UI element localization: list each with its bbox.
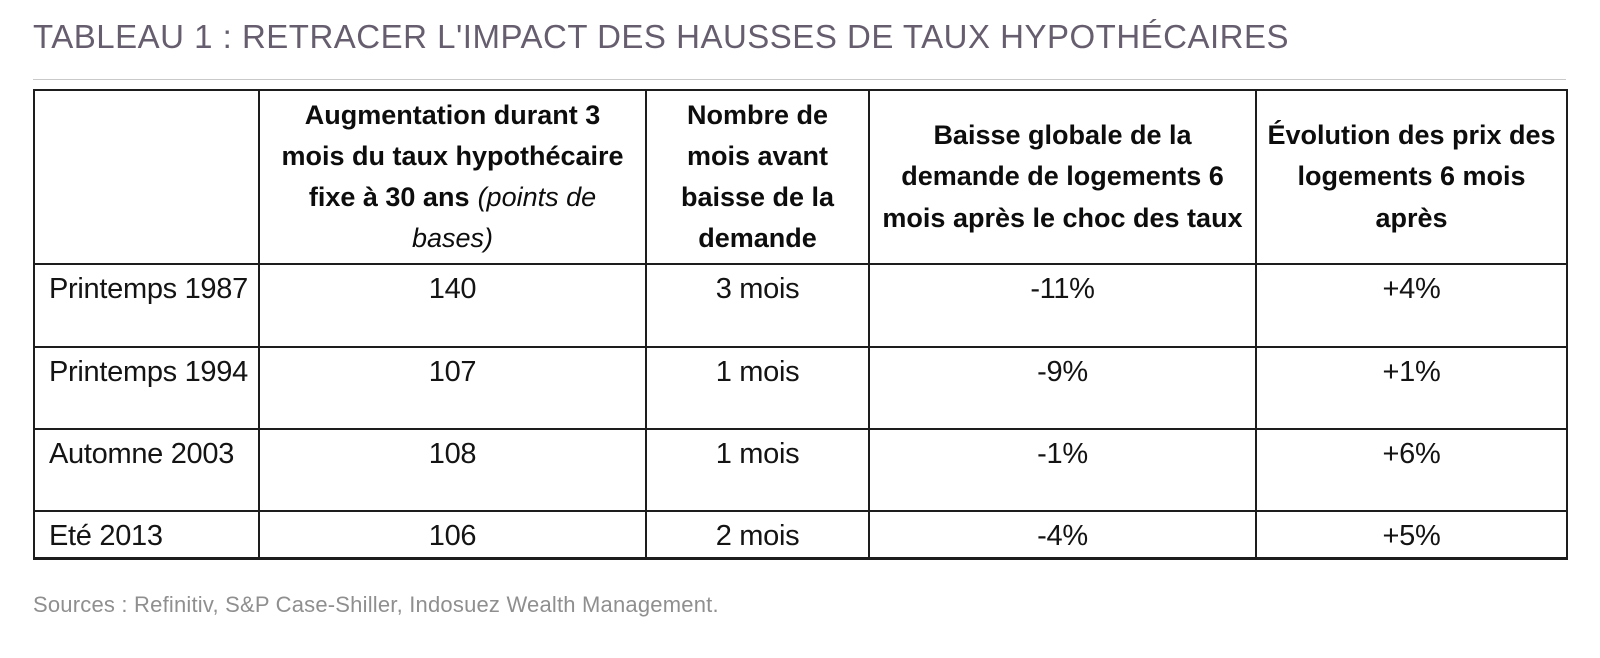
header-months-before-drop: Nombre de mois avant baisse de la demand… <box>645 88 870 266</box>
rate-increase-cell: 140 <box>258 263 647 349</box>
demand-drop-cell: -9% <box>868 346 1257 431</box>
price-change-cell: +1% <box>1255 346 1568 431</box>
price-change-cell: +6% <box>1255 428 1568 513</box>
period-cell: Printemps 1987 <box>33 263 260 349</box>
rate-increase-cell: 106 <box>258 510 647 560</box>
demand-drop-cell: -4% <box>868 510 1257 560</box>
demand-drop-cell: -11% <box>868 263 1257 349</box>
header-rate-increase-label: Augmentation durant 3 mois du taux hypot… <box>281 99 624 212</box>
table-row-printemps-1987: Printemps 1987 140 3 mois -11% +4% <box>33 263 1568 349</box>
header-period <box>33 88 260 266</box>
header-rate-increase: Augmentation durant 3 mois du taux hypot… <box>258 88 647 266</box>
table-row-printemps-1994: Printemps 1994 107 1 mois -9% +1% <box>33 346 1568 431</box>
period-cell: Automne 2003 <box>33 428 260 513</box>
header-demand-drop: Baisse globale de la demande de logement… <box>868 88 1257 266</box>
header-rate-increase-note: (points de bases) <box>411 182 597 254</box>
months-before-drop-cell: 1 mois <box>645 428 870 513</box>
page: TABLEAU 1 : RETRACER L'IMPACT DES HAUSSE… <box>0 18 1600 658</box>
rate-hike-impact-table: Augmentation durant 3 mois du taux hypot… <box>33 88 1568 560</box>
period-cell: Eté 2013 <box>33 510 260 560</box>
rate-increase-cell: 108 <box>258 428 647 513</box>
demand-drop-cell: -1% <box>868 428 1257 513</box>
months-before-drop-cell: 1 mois <box>645 346 870 431</box>
sources-note: Sources : Refinitiv, S&P Case-Shiller, I… <box>33 591 719 617</box>
period-cell: Printemps 1994 <box>33 346 260 431</box>
price-change-cell: +5% <box>1255 510 1568 560</box>
page-title: TABLEAU 1 : RETRACER L'IMPACT DES HAUSSE… <box>33 18 1290 55</box>
price-change-cell: +4% <box>1255 263 1568 349</box>
months-before-drop-cell: 2 mois <box>645 510 870 560</box>
table-row-automne-2003: Automne 2003 108 1 mois -1% +6% <box>33 428 1568 513</box>
rate-increase-cell: 107 <box>258 346 647 431</box>
table-row-ete-2013: Eté 2013 106 2 mois -4% +5% <box>33 510 1568 560</box>
table-top-rule <box>33 78 1566 80</box>
months-before-drop-cell: 3 mois <box>645 263 870 349</box>
header-price-change: Évolution des prix des logements 6 mois … <box>1255 88 1568 266</box>
table-header-row: Augmentation durant 3 mois du taux hypot… <box>33 88 1568 266</box>
